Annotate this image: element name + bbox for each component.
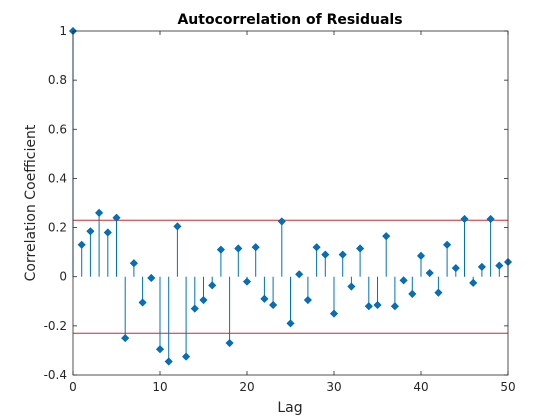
y-tick-label-0.8: 0.8 (48, 73, 67, 87)
marker-lag-10 (155, 345, 165, 354)
chart-title: Autocorrelation of Residuals (177, 12, 402, 28)
x-tick-label-30: 30 (326, 380, 341, 394)
marker-lag-29 (321, 250, 330, 259)
plot-frame (72, 30, 509, 376)
marker-lag-41 (425, 269, 434, 278)
marker-series (68, 26, 513, 366)
y-tick-label-0.4: 0.4 (48, 171, 67, 185)
marker-lag-24 (277, 217, 286, 226)
confidence-bounds (73, 219, 508, 334)
marker-lag-37 (390, 302, 399, 311)
x-tick-label-20: 20 (239, 380, 254, 394)
marker-lag-25 (286, 319, 295, 328)
marker-lag-20 (242, 277, 252, 286)
marker-lag-14 (190, 304, 199, 313)
marker-lag-43 (443, 240, 452, 249)
marker-lag-40 (416, 251, 426, 260)
marker-lag-19 (234, 244, 243, 253)
marker-lag-3 (95, 208, 104, 217)
x-tick-label-10: 10 (152, 380, 167, 394)
marker-lag-15 (199, 296, 208, 305)
marker-lag-28 (312, 243, 321, 252)
x-tick-label-50: 50 (500, 380, 515, 394)
y-tick-label-1: 1 (59, 24, 67, 38)
y-tick-label--0.2: -0.2 (44, 319, 67, 333)
marker-lag-44 (451, 264, 460, 273)
marker-lag-22 (260, 294, 269, 303)
marker-lag-36 (382, 232, 391, 241)
marker-lag-46 (469, 278, 478, 287)
marker-lag-6 (121, 334, 130, 343)
marker-lag-33 (356, 244, 365, 253)
marker-lag-18 (225, 339, 234, 348)
marker-lag-16 (208, 281, 217, 290)
marker-lag-31 (338, 250, 347, 259)
marker-lag-42 (434, 288, 443, 297)
marker-lag-27 (303, 296, 312, 305)
marker-lag-1 (77, 240, 86, 249)
x-axis-label: Lag (277, 400, 302, 416)
x-tick-label-0: 0 (69, 380, 77, 394)
y-axis-label: Correlation Coefficient (23, 124, 39, 281)
marker-lag-49 (495, 261, 504, 270)
y-tick-label-0.2: 0.2 (48, 221, 67, 235)
marker-lag-45 (460, 214, 469, 223)
marker-lag-23 (269, 300, 278, 309)
marker-lag-13 (182, 352, 191, 361)
marker-lag-32 (347, 282, 356, 291)
marker-lag-48 (486, 214, 495, 223)
marker-lag-35 (373, 300, 382, 309)
marker-lag-17 (216, 245, 225, 254)
y-tick-label-0: 0 (59, 270, 67, 284)
marker-lag-30 (329, 309, 339, 318)
marker-lag-11 (164, 357, 173, 366)
marker-lag-12 (173, 222, 182, 231)
marker-lag-4 (103, 228, 112, 237)
marker-lag-34 (364, 302, 373, 311)
y-axis: -0.4 -0.2 0 0.2 0.4 0.6 0.8 1 (44, 24, 508, 382)
marker-lag-47 (477, 262, 486, 271)
marker-lag-8 (138, 298, 147, 307)
y-tick-label--0.4: -0.4 (44, 368, 67, 382)
x-axis: 0 10 20 30 40 50 (69, 31, 516, 394)
marker-lag-2 (86, 227, 95, 236)
y-tick-label-0.6: 0.6 (48, 122, 67, 136)
x-tick-label-40: 40 (413, 380, 428, 394)
marker-lag-5 (112, 213, 121, 222)
marker-lag-7 (129, 259, 138, 268)
marker-lag-38 (399, 276, 408, 285)
marker-lag-21 (251, 243, 260, 252)
marker-lag-9 (147, 273, 156, 282)
marker-lag-39 (408, 289, 417, 298)
marker-lag-26 (295, 270, 304, 279)
